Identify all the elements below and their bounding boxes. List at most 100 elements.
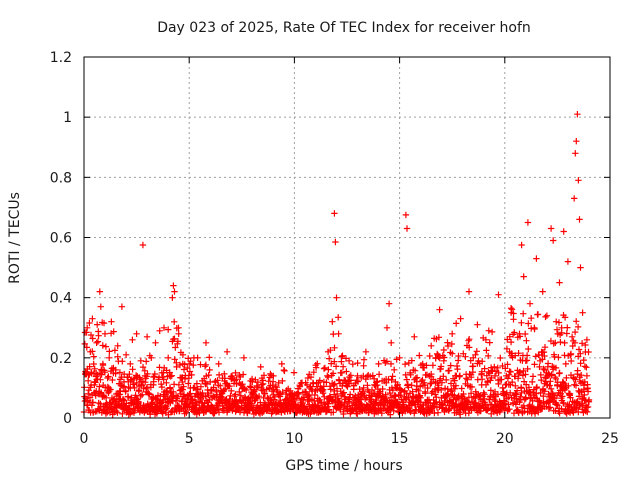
- data-point: [338, 353, 345, 360]
- data-point: [139, 241, 147, 249]
- data-point: [440, 373, 447, 380]
- data-point: [110, 328, 117, 335]
- data-point: [258, 381, 266, 388]
- y-tick-label: 0.8: [50, 170, 72, 186]
- data-point: [541, 344, 549, 351]
- data-point: [133, 379, 140, 386]
- data-point: [106, 354, 113, 361]
- data-point: [186, 360, 193, 368]
- data-point: [205, 391, 212, 399]
- data-point: [287, 387, 294, 395]
- data-point: [179, 386, 186, 393]
- data-point: [119, 358, 126, 365]
- data-point: [171, 318, 178, 325]
- data-point: [580, 382, 588, 389]
- data-point: [393, 356, 400, 363]
- data-point: [279, 377, 286, 385]
- data-point: [481, 365, 488, 372]
- data-point: [320, 378, 328, 386]
- data-point: [139, 363, 147, 371]
- data-point: [474, 321, 481, 328]
- data-point: [379, 385, 386, 393]
- data-point: [211, 393, 218, 401]
- data-point: [473, 348, 480, 355]
- data-point: [193, 380, 201, 387]
- data-point: [506, 406, 513, 413]
- data-point: [372, 396, 379, 404]
- data-point: [358, 400, 365, 408]
- data-point: [232, 369, 239, 377]
- data-point: [331, 358, 338, 365]
- data-point: [419, 360, 426, 368]
- data-point: [483, 347, 490, 354]
- data-point: [106, 348, 113, 355]
- data-point: [512, 390, 519, 398]
- data-point: [515, 350, 522, 357]
- data-point: [558, 324, 565, 331]
- data-point: [550, 237, 557, 244]
- data-point: [325, 373, 332, 381]
- data-point: [97, 376, 104, 383]
- data-point: [228, 387, 235, 395]
- data-point: [552, 339, 559, 346]
- data-point: [466, 336, 473, 343]
- data-point: [339, 352, 346, 359]
- data-point: [491, 372, 499, 380]
- data-point: [354, 359, 361, 367]
- data-point: [186, 368, 194, 375]
- data-point: [397, 386, 404, 393]
- data-point: [583, 336, 591, 343]
- data-point: [167, 373, 174, 380]
- data-point: [448, 387, 455, 394]
- data-point: [131, 384, 138, 392]
- data-point: [403, 225, 411, 232]
- data-point: [171, 356, 178, 363]
- data-point: [101, 369, 109, 376]
- data-point: [362, 348, 370, 355]
- data-point: [154, 396, 161, 404]
- data-point: [86, 319, 93, 327]
- y-tick-label: 1: [63, 110, 72, 126]
- data-point: [470, 354, 477, 361]
- y-tick-label: 0.2: [50, 351, 72, 367]
- data-point: [202, 339, 210, 346]
- data-point: [221, 375, 229, 382]
- data-point: [520, 273, 527, 280]
- data-point: [350, 399, 357, 407]
- data-point: [533, 255, 540, 262]
- data-point: [223, 348, 231, 355]
- data-point: [528, 315, 535, 322]
- data-point: [507, 389, 514, 397]
- data-point: [506, 333, 513, 340]
- data-point: [85, 390, 92, 398]
- data-point: [102, 394, 110, 401]
- data-point: [172, 344, 179, 351]
- data-point: [173, 363, 180, 371]
- data-point: [553, 401, 560, 408]
- data-point: [581, 363, 589, 370]
- data-point: [127, 360, 134, 368]
- data-point: [507, 368, 514, 376]
- data-point: [146, 390, 153, 398]
- data-point: [100, 319, 108, 327]
- data-point: [162, 387, 170, 395]
- data-point: [171, 288, 178, 295]
- data-point: [184, 364, 191, 372]
- data-point: [102, 343, 110, 350]
- data-point: [215, 405, 222, 413]
- data-point: [169, 294, 176, 301]
- data-point: [316, 396, 323, 404]
- data-point: [337, 369, 344, 377]
- data-point: [546, 382, 553, 389]
- data-point: [103, 387, 111, 395]
- data-point: [466, 344, 473, 351]
- data-points: [80, 111, 593, 418]
- data-point: [158, 369, 165, 377]
- data-point: [174, 393, 181, 400]
- data-point: [583, 364, 590, 371]
- data-point: [104, 374, 111, 382]
- data-point: [464, 376, 471, 383]
- data-point: [488, 374, 495, 382]
- data-point: [545, 393, 553, 401]
- data-point: [524, 365, 531, 373]
